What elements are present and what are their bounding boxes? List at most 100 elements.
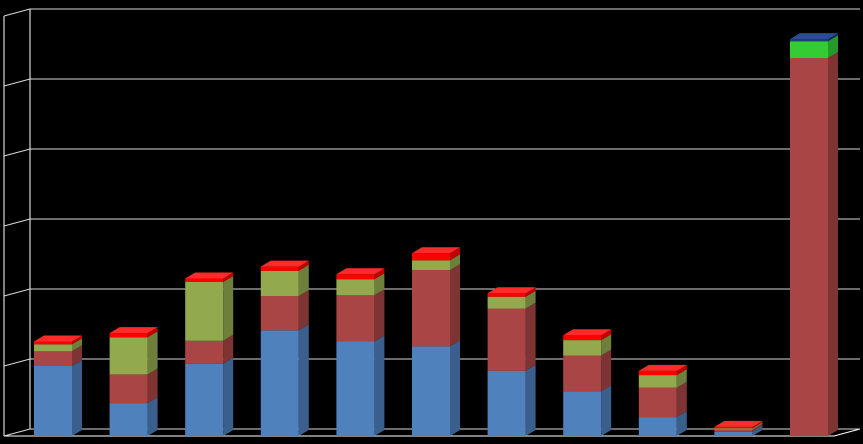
- bar-segment: [260, 270, 299, 296]
- bar-segment-top: [714, 420, 763, 427]
- bar-segment: [34, 344, 72, 352]
- bar-segment-side: [147, 397, 158, 436]
- bar-segment: [412, 346, 450, 436]
- bar-segment-side: [72, 360, 82, 436]
- bar-segment: [714, 429, 753, 432]
- bar-segment: [487, 370, 526, 436]
- bar-segment-top: [34, 335, 82, 342]
- bar-segment-side: [752, 420, 763, 429]
- bar-segment-side: [676, 369, 687, 388]
- bar-segment-side: [525, 290, 536, 309]
- bar-segment-side: [525, 364, 536, 436]
- bar-segment-side: [223, 276, 234, 341]
- bar-segment: [638, 375, 677, 388]
- bar-segment: [790, 58, 828, 436]
- gridline: [3, 78, 860, 87]
- bar-segment-top: [336, 268, 385, 275]
- bar-segment-side: [450, 247, 460, 261]
- bar-segment-side: [374, 273, 385, 296]
- bar-segment-side: [828, 33, 838, 42]
- bar-segment-side: [72, 338, 82, 352]
- gridline: [3, 8, 860, 17]
- bar-segment-side: [72, 335, 82, 345]
- bar-segment-side: [676, 381, 687, 418]
- bar-segment: [185, 340, 224, 364]
- bar-segment: [109, 337, 148, 375]
- bar-segment-side: [601, 385, 612, 436]
- bar-segment-side: [374, 335, 385, 436]
- bar-segment-side: [676, 364, 687, 376]
- bar-segment-side: [450, 340, 460, 436]
- bar-segment: [185, 282, 224, 341]
- bar-segment: [563, 340, 602, 356]
- gridline: [3, 288, 860, 297]
- bar-segment: [336, 279, 375, 296]
- bar-segment: [260, 296, 299, 331]
- bar-segment-side: [298, 260, 309, 271]
- bar-segment: [714, 426, 753, 429]
- bar-segment-side: [601, 349, 612, 392]
- bar-segment-side: [752, 425, 763, 436]
- bar-segment: [638, 417, 677, 436]
- bar-segment-side: [223, 334, 234, 364]
- bar-segment-side: [147, 331, 158, 375]
- bar-segment: [563, 355, 602, 392]
- bar-segment-side: [752, 422, 763, 430]
- bar-segment-top: [563, 329, 612, 336]
- bar-segment-top: [185, 272, 234, 279]
- bar-segment-side: [147, 327, 158, 338]
- bar-segment-side: [298, 264, 309, 296]
- bar-segment: [34, 341, 72, 345]
- bar-segment: [714, 428, 753, 430]
- bar-segment-side: [450, 264, 460, 347]
- bar-segment-side: [298, 324, 309, 436]
- bar-segment: [412, 260, 450, 271]
- bar-segment-side: [223, 272, 234, 282]
- bar-segment-side: [601, 329, 612, 341]
- bar-segment-top: [260, 260, 309, 267]
- bar-segment-side: [828, 52, 838, 436]
- bar-segment: [34, 351, 72, 366]
- bar-segment-top: [487, 287, 536, 294]
- bar-segment-side: [374, 289, 385, 342]
- bar-segment: [487, 308, 526, 371]
- bar-segment: [638, 370, 677, 376]
- bar-segment-top: [412, 247, 460, 254]
- bar-segment-side: [601, 334, 612, 356]
- bar-segment: [260, 330, 299, 436]
- bar-segment-top: [790, 33, 838, 40]
- bar-segment-top: [638, 364, 687, 371]
- floor-right-edge: [833, 428, 861, 437]
- bar-segment: [109, 333, 148, 338]
- bar-segment-side: [374, 268, 385, 280]
- bar-segment-side: [525, 287, 536, 297]
- bar-segment-side: [72, 345, 82, 366]
- bar-segment-side: [147, 368, 158, 404]
- bar-segment: [412, 253, 450, 261]
- bar-segment-side: [223, 357, 234, 436]
- bar-segment-top: [109, 327, 158, 334]
- bar-segment: [790, 41, 828, 58]
- gridline: [3, 218, 860, 227]
- bars: [34, 33, 838, 436]
- bar-segment: [336, 341, 375, 436]
- bar-segment-side: [450, 254, 460, 271]
- bar-segment: [563, 391, 602, 436]
- bar-segment: [487, 296, 526, 309]
- bar-segment: [109, 403, 148, 436]
- bar-segment: [487, 293, 526, 297]
- bar-segment: [185, 363, 224, 436]
- gridline: [3, 148, 860, 157]
- bar-segment: [336, 295, 375, 342]
- bar-segment-side: [298, 290, 309, 331]
- bar-segment: [109, 374, 148, 404]
- bar-segment: [34, 366, 72, 436]
- bar-segment-side: [525, 302, 536, 371]
- bar-segment-side: [752, 423, 763, 432]
- bar-segment: [336, 274, 375, 280]
- bar-segment: [260, 266, 299, 271]
- bar-segment: [714, 431, 753, 436]
- bar-segment: [638, 387, 677, 418]
- bar-segment-side: [676, 411, 687, 436]
